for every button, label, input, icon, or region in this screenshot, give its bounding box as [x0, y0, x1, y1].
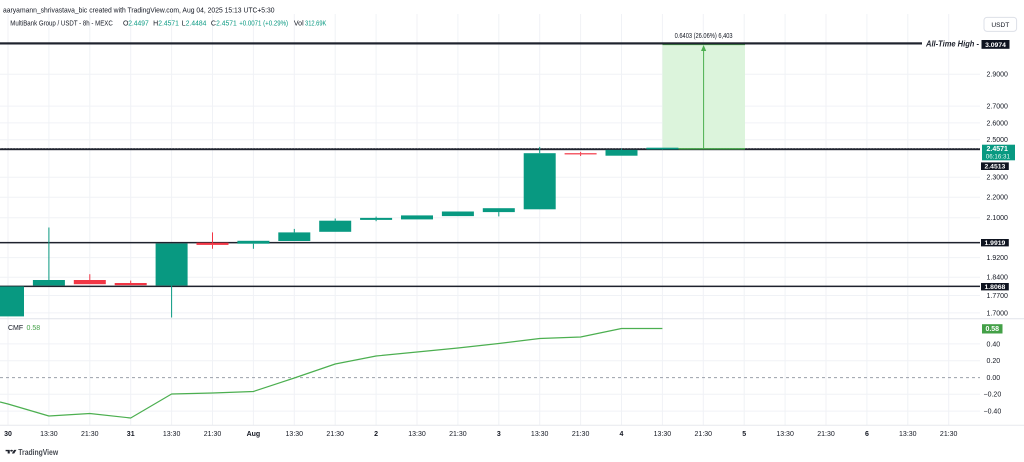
svg-text:1.7700: 1.7700: [987, 293, 1009, 300]
svg-text:21:30: 21:30: [695, 431, 713, 438]
svg-text:13:30: 13:30: [654, 431, 672, 438]
svg-text:06:16:31: 06:16:31: [986, 154, 1011, 161]
svg-text:13:30: 13:30: [40, 431, 58, 438]
svg-text:3.0974: 3.0974: [985, 42, 1006, 49]
svg-text:21:30: 21:30: [940, 431, 958, 438]
svg-text:4: 4: [620, 431, 624, 438]
svg-text:13:30: 13:30: [286, 431, 304, 438]
svg-text:2.4513: 2.4513: [985, 164, 1006, 171]
svg-text:2.4571: 2.4571: [216, 21, 237, 28]
svg-text:2.7000: 2.7000: [987, 104, 1009, 111]
svg-text:Aug: Aug: [247, 431, 261, 438]
svg-text:3: 3: [497, 431, 501, 438]
svg-text:30: 30: [4, 431, 12, 438]
svg-text:1.9200: 1.9200: [987, 255, 1009, 262]
svg-text:21:30: 21:30: [81, 431, 99, 438]
svg-text:aaryamann_shrivastava_bic crea: aaryamann_shrivastava_bic created with T…: [3, 5, 275, 14]
svg-text:C: C: [211, 21, 216, 28]
svg-text:2.1000: 2.1000: [987, 215, 1009, 222]
svg-text:0.6403 (26.06%) 6,403: 0.6403 (26.06%) 6,403: [675, 33, 733, 40]
svg-text:1.8068: 1.8068: [985, 284, 1006, 291]
svg-text:13:30: 13:30: [531, 431, 549, 438]
svg-text:0.20: 0.20: [987, 358, 1001, 365]
svg-text:13:30: 13:30: [899, 431, 917, 438]
svg-text:+0.0071 (+0.29%): +0.0071 (+0.29%): [239, 21, 288, 28]
svg-text:2.3000: 2.3000: [987, 175, 1009, 182]
svg-text:−0.40: −0.40: [984, 409, 1002, 416]
svg-text:2.5000: 2.5000: [987, 137, 1009, 144]
svg-text:312.69K: 312.69K: [305, 21, 327, 28]
svg-text:1.8400: 1.8400: [987, 275, 1009, 282]
svg-text:2.4484: 2.4484: [186, 21, 207, 28]
svg-text:1.7000: 1.7000: [987, 310, 1009, 317]
svg-text:2.9000: 2.9000: [987, 72, 1009, 79]
svg-text:21:30: 21:30: [572, 431, 590, 438]
svg-text:−0.20: −0.20: [984, 392, 1002, 399]
svg-text:O: O: [123, 21, 129, 28]
svg-text:5: 5: [742, 431, 746, 438]
svg-text:13:30: 13:30: [776, 431, 794, 438]
svg-text:0.58: 0.58: [27, 325, 41, 332]
svg-text:13:30: 13:30: [408, 431, 426, 438]
svg-text:31: 31: [127, 431, 135, 438]
svg-text:H: H: [153, 21, 158, 28]
svg-text:2.6000: 2.6000: [987, 120, 1009, 127]
svg-text:0.58: 0.58: [985, 326, 999, 333]
svg-text:All-Time High -: All-Time High -: [925, 40, 979, 49]
svg-text:2.4571: 2.4571: [987, 146, 1009, 153]
svg-text:TradingView: TradingView: [18, 447, 58, 457]
svg-text:0.40: 0.40: [987, 341, 1001, 348]
svg-text:2.2000: 2.2000: [987, 195, 1009, 202]
svg-text:21:30: 21:30: [326, 431, 344, 438]
svg-text:13:30: 13:30: [163, 431, 181, 438]
svg-text:USDT: USDT: [991, 22, 1009, 29]
svg-text:1.9919: 1.9919: [985, 240, 1006, 247]
svg-text:21:30: 21:30: [449, 431, 467, 438]
svg-text:Vol: Vol: [294, 21, 304, 28]
svg-text:L: L: [182, 21, 186, 28]
svg-text:2.4497: 2.4497: [128, 21, 149, 28]
svg-text:MultiBank Group / USDT - 8h -: MultiBank Group / USDT - 8h - MEXC: [10, 21, 113, 28]
svg-text:2: 2: [374, 431, 378, 438]
svg-text:6: 6: [865, 431, 869, 438]
svg-text:0.00: 0.00: [987, 375, 1001, 382]
svg-text:CMF: CMF: [8, 325, 23, 332]
svg-text:21:30: 21:30: [204, 431, 222, 438]
svg-text:21:30: 21:30: [817, 431, 835, 438]
svg-text:2.4571: 2.4571: [158, 21, 179, 28]
